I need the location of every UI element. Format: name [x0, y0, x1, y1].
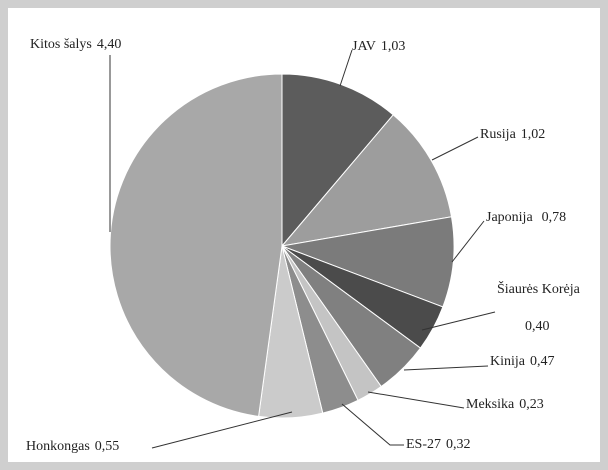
slice-label: Honkongas 0,55	[26, 439, 119, 454]
label-value: 0,40	[525, 319, 550, 334]
label-value: 4,40	[97, 37, 122, 52]
label-value: 0,32	[446, 437, 471, 452]
leader-line	[341, 403, 404, 446]
label-name: Honkongas	[26, 439, 90, 454]
slice-label: Kitos šalys 4,40	[30, 37, 121, 52]
pie-slice	[281, 73, 394, 248]
slice-label: ES-27 0,32	[406, 437, 471, 452]
label-name: ES-27	[406, 437, 441, 452]
leader-line	[451, 220, 485, 263]
leader-line	[367, 391, 465, 409]
label-name: Šiaurės Korėja	[497, 280, 581, 297]
slice-label: Šiaurės Korėja 0,40	[497, 280, 581, 334]
pie-slice	[280, 114, 453, 247]
label-value: 0,55	[95, 439, 120, 454]
slice-label: Meksika 0,23	[466, 397, 544, 412]
label-name: Kitos šalys	[30, 37, 92, 52]
leader-line	[339, 49, 353, 87]
slice-label: Japonija 0,78	[486, 210, 566, 225]
label-name: Meksika	[466, 397, 515, 412]
slice-label: JAV 1,03	[352, 39, 405, 54]
label-name: Kinija	[490, 354, 526, 369]
leader-line	[151, 411, 293, 449]
leader-line	[403, 365, 489, 371]
label-name: Japonija	[486, 210, 533, 225]
pie-slice	[280, 216, 455, 308]
label-value: 0,23	[519, 397, 544, 412]
label-name: Rusija	[480, 127, 517, 142]
label-value: 0,47	[530, 354, 555, 369]
label-name: JAV	[352, 39, 376, 54]
slice-label: Kinija 0,47	[490, 354, 555, 369]
label-value: 1,03	[381, 39, 406, 54]
slice-label: Rusija 1,02	[480, 127, 545, 142]
leader-line	[431, 136, 479, 161]
pie-slice	[109, 73, 283, 417]
label-value: 0,78	[542, 210, 567, 225]
leader-line	[421, 311, 496, 331]
label-value: 1,02	[521, 127, 546, 142]
